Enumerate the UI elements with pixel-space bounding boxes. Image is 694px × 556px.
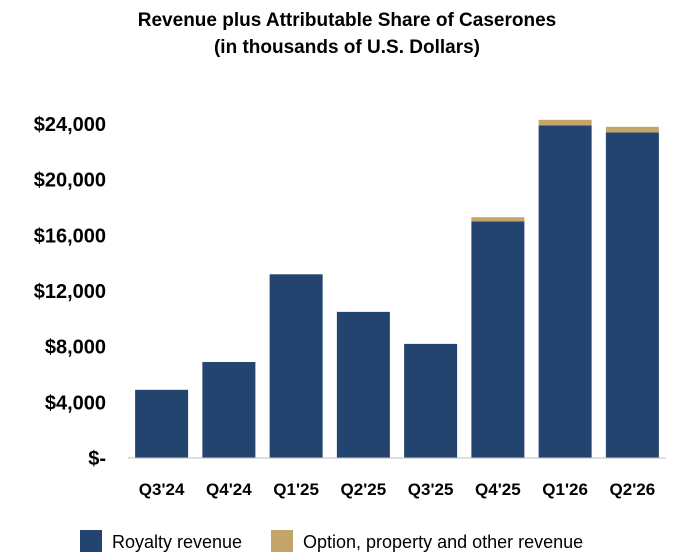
bar-royalty-3	[336, 311, 390, 458]
y-tick-label: $-	[88, 448, 106, 470]
legend: Royalty revenue Option, property and othe…	[80, 530, 583, 552]
chart-subtitle: (in thousands of U.S. Dollars)	[214, 37, 480, 58]
x-tick-label: Q3'24	[139, 480, 185, 499]
bar-royalty-2	[269, 274, 323, 458]
x-tick-label: Q2'25	[341, 480, 387, 499]
bar-royalty-0	[135, 389, 189, 458]
bar-royalty-7	[605, 132, 659, 458]
bar-other-6	[538, 119, 592, 126]
bar-other-5	[471, 217, 525, 222]
legend-swatch	[80, 530, 102, 552]
x-tick-label: Q4'25	[475, 480, 521, 499]
y-axis: $- $4,000 $8,000 $12,000 $16,000 $20,000 $24,0…	[34, 114, 106, 470]
bar-royalty-5	[471, 221, 525, 458]
legend-label: Option, property and other revenue	[303, 532, 583, 552]
x-axis: Q3'24 Q4'24 Q1'25 Q2'25 Q3'25 Q4'25 Q1'26 Q2'26	[139, 480, 655, 499]
bar-royalty-1	[202, 361, 256, 458]
bars	[135, 119, 659, 459]
y-tick-label: $8,000	[45, 337, 106, 359]
x-tick-label: Q1'26	[542, 480, 588, 499]
bar-royalty-6	[538, 125, 592, 459]
bar-other-7	[605, 126, 659, 133]
y-tick-label: $24,000	[34, 114, 106, 136]
legend-swatch	[271, 530, 293, 552]
y-tick-label: $20,000	[34, 170, 106, 192]
y-tick-label: $12,000	[34, 281, 106, 303]
chart-title: Revenue plus Attributable Share of Caser…	[138, 10, 556, 31]
x-tick-label: Q3'25	[408, 480, 454, 499]
y-tick-label: $16,000	[34, 225, 106, 247]
y-tick-label: $4,000	[45, 392, 106, 414]
x-tick-label: Q1'25	[273, 480, 319, 499]
x-tick-label: Q2'26	[610, 480, 656, 499]
bar-royalty-4	[404, 343, 458, 458]
x-tick-label: Q4'24	[206, 480, 252, 499]
legend-label: Royalty revenue	[112, 532, 242, 552]
